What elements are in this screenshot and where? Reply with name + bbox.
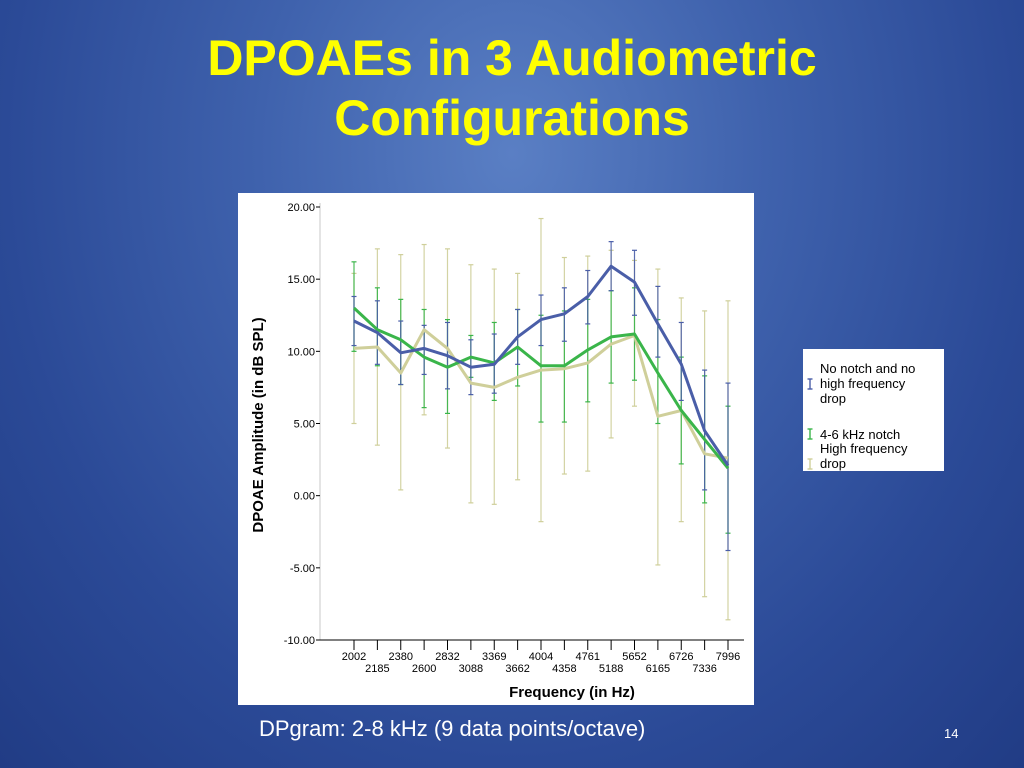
slide-title-line1: DPOAEs in 3 Audiometric — [207, 30, 817, 86]
legend-label: high frequency — [820, 376, 906, 391]
y-tick-label: 0.00 — [294, 491, 315, 503]
x-tick-label: 2600 — [412, 663, 436, 675]
x-tick-label: 2185 — [365, 663, 389, 675]
x-tick-label: 3662 — [505, 663, 529, 675]
x-tick-label: 5652 — [622, 651, 646, 663]
x-tick-label: 5188 — [599, 663, 623, 675]
x-tick-label: 4761 — [576, 651, 600, 663]
x-tick-label: 2002 — [342, 651, 366, 663]
x-tick-label: 2832 — [435, 651, 459, 663]
x-tick-label: 2380 — [389, 651, 413, 663]
series-line — [353, 328, 729, 460]
x-tick-label: 6165 — [646, 663, 670, 675]
x-tick-label: 4004 — [529, 651, 553, 663]
legend-label: High frequency — [820, 441, 908, 456]
legend-label: drop — [820, 391, 846, 406]
y-tick-label: -10.00 — [284, 635, 315, 647]
y-tick-label: 10.00 — [287, 346, 315, 358]
slide-caption: DPgram: 2-8 kHz (9 data points/octave) — [259, 716, 646, 741]
y-axis-label: DPOAE Amplitude (in dB SPL) — [250, 317, 267, 532]
y-tick-label: -5.00 — [290, 563, 315, 575]
legend-label: 4-6 kHz notch — [820, 427, 900, 442]
dpoae-chart: DPOAE Amplitude (in dB SPL) Frequency (i… — [250, 202, 744, 701]
legend-label: drop — [820, 456, 846, 471]
slide-title-line2: Configurations — [334, 90, 690, 146]
x-tick-label: 4358 — [552, 663, 576, 675]
x-tick-label: 6726 — [669, 651, 693, 663]
x-tick-label: 3369 — [482, 651, 506, 663]
slide-title: DPOAEs in 3 Audiometric Configurations — [0, 28, 1024, 148]
chart-panel: DPOAE Amplitude (in dB SPL) Frequency (i… — [238, 193, 754, 705]
chart-legend: No notch and no high frequency drop 4-6 kHz… — [803, 349, 944, 471]
y-tick-label: 15.00 — [287, 274, 315, 286]
y-tick-label: 20.00 — [287, 202, 315, 214]
x-tick-label: 7336 — [692, 663, 716, 675]
x-tick-label: 7996 — [716, 651, 740, 663]
x-axis-label: Frequency (in Hz) — [509, 684, 635, 701]
series-line — [353, 264, 730, 467]
page-number: 14 — [944, 726, 959, 741]
legend-label: No notch and no — [820, 361, 915, 376]
y-tick-label: 5.00 — [294, 419, 315, 431]
x-tick-label: 3088 — [459, 663, 483, 675]
